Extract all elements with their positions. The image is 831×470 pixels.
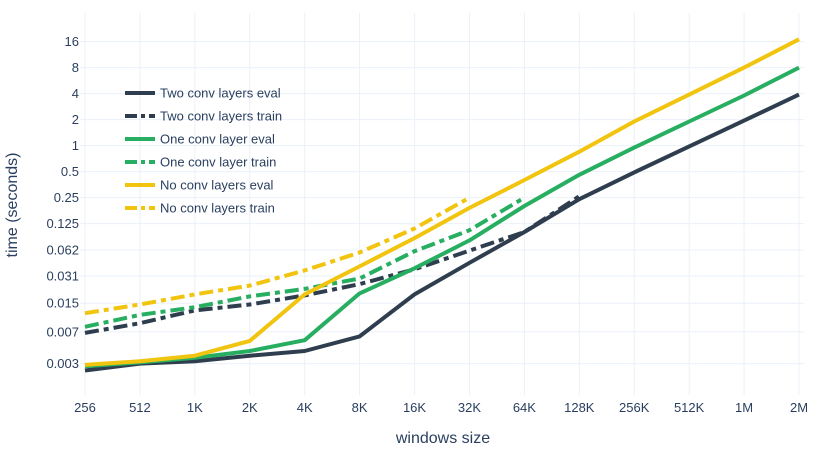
legend-item[interactable]: One conv layer train [125, 155, 276, 170]
x-tick-label: 16K [403, 400, 426, 415]
x-tick-label: 512K [674, 400, 705, 415]
y-tick-label: 8 [72, 60, 79, 75]
y-axis-tick-labels: 0.003 0.007 0.015 0.031 0.062 0.125 0.25 0.5 1 2 4… [46, 34, 79, 371]
x-tick-label: 8K [352, 400, 368, 415]
legend-label: One conv layer train [160, 155, 276, 170]
x-tick-label: 512 [129, 400, 151, 415]
legend-label: No conv layers eval [160, 178, 274, 193]
legend-label: One conv layer eval [160, 132, 275, 147]
x-tick-label: 1K [187, 400, 203, 415]
legend-label: Two conv layers train [160, 109, 282, 124]
series-line-two-conv-layers-eval [84, 92, 800, 373]
legend-item[interactable]: Two conv layers eval [125, 86, 281, 101]
y-tick-label: 2 [72, 112, 79, 127]
x-tick-label: 128K [564, 400, 595, 415]
y-tick-label: 16 [65, 34, 79, 49]
y-axis-title: time (seconds) [4, 153, 21, 258]
x-tick-label: 32K [458, 400, 481, 415]
legend-item[interactable]: No conv layers train [125, 201, 275, 216]
y-tick-label: 0.25 [54, 190, 79, 205]
series-line-no-conv-layers-train [84, 195, 471, 316]
x-tick-label: 64K [513, 400, 536, 415]
x-tick-label: 256 [74, 400, 96, 415]
x-tick-label: 2M [790, 400, 808, 415]
series-line-two-conv-layers-train [84, 194, 581, 335]
legend-item[interactable]: No conv layers eval [125, 178, 274, 193]
x-axis-tick-labels: 256 512 1K 2K 4K 8K 16K 32K 64K 128K 256K 512K 1M 2M [74, 400, 808, 415]
series-line-one-conv-layer-eval [84, 65, 800, 369]
series-line-one-conv-layer-train [84, 195, 526, 329]
y-tick-label: 4 [72, 86, 79, 101]
series-line-no-conv-layers-eval [84, 37, 800, 367]
series-lines [84, 37, 800, 373]
y-tick-label: 1 [72, 138, 79, 153]
legend[interactable]: Two conv layers eval Two conv layers trai… [125, 86, 282, 216]
x-tick-label: 1M [735, 400, 753, 415]
y-tick-label: 0.5 [61, 164, 79, 179]
legend-item[interactable]: Two conv layers train [125, 109, 282, 124]
y-tick-label: 0.007 [46, 324, 79, 339]
y-tick-label: 0.125 [46, 216, 79, 231]
legend-label: No conv layers train [160, 201, 275, 216]
x-tick-label: 2K [242, 400, 258, 415]
y-tick-label: 0.003 [46, 356, 79, 371]
y-tick-label: 0.031 [46, 268, 79, 283]
y-tick-label: 0.062 [46, 242, 79, 257]
legend-item[interactable]: One conv layer eval [125, 132, 275, 147]
x-tick-label: 4K [297, 400, 313, 415]
x-axis-title: windows size [395, 430, 490, 447]
legend-label: Two conv layers eval [160, 86, 281, 101]
gridlines [80, 13, 804, 395]
x-tick-label: 256K [619, 400, 650, 415]
y-tick-label: 0.015 [46, 296, 79, 311]
